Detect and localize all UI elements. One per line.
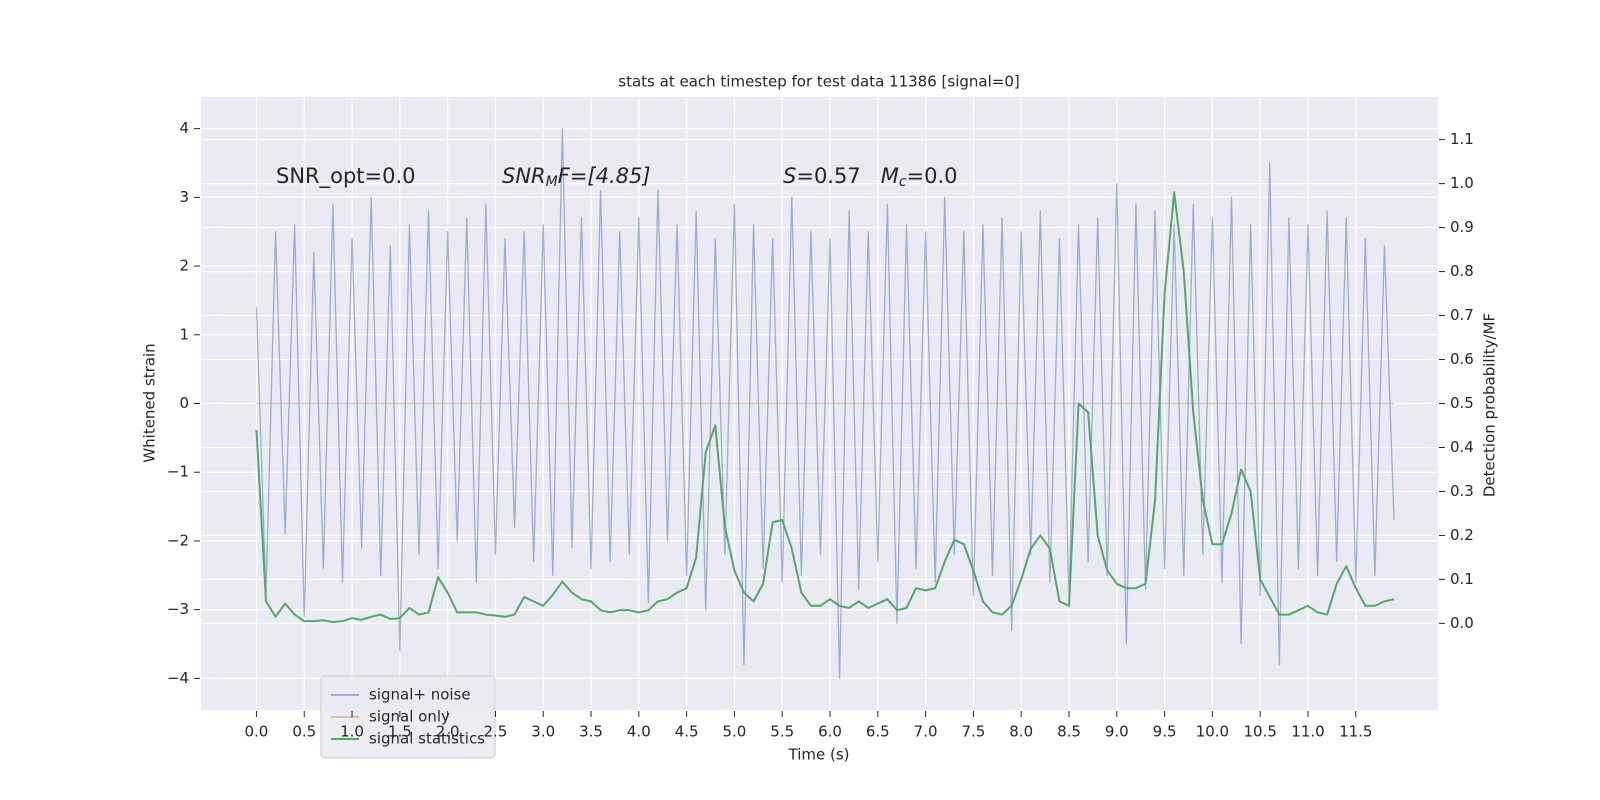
x-tick-label: 6.0 <box>818 723 842 741</box>
y-tick-label: −3 <box>167 600 189 618</box>
series-line <box>255 127 1395 680</box>
x-tick-label: 7.0 <box>914 723 938 741</box>
y2-tick-label: 0.9 <box>1450 218 1474 236</box>
annotation: SNRMF=[4.85] <box>502 164 651 190</box>
annotation: SNR_opt=0.0 <box>276 164 416 189</box>
y2-axis-label: Detection probability/MF <box>1481 313 1499 497</box>
x-tick-label: 1.5 <box>388 723 412 741</box>
y-tick-label: 0 <box>179 394 189 412</box>
annotation-text: SNR <box>502 164 546 188</box>
x-tick-label: 0.5 <box>292 723 316 741</box>
series-line <box>255 191 1395 624</box>
x-tick-label: 11.5 <box>1339 723 1372 741</box>
y-tick-label: 2 <box>179 257 189 275</box>
x-tick-label: 11.0 <box>1291 723 1324 741</box>
annotation-text: =0.57 <box>796 164 860 188</box>
x-tick-label: 5.0 <box>722 723 746 741</box>
x-tick-label: 8.0 <box>1009 723 1033 741</box>
annotation-text: SNR_opt=0.0 <box>276 164 416 189</box>
x-tick-label: 6.5 <box>866 723 890 741</box>
x-tick-label: 3.0 <box>531 723 555 741</box>
x-axis-label: Time (s) <box>788 746 850 764</box>
x-tick-label: 2.0 <box>436 723 460 741</box>
y2-tick-label: 0.3 <box>1450 482 1474 500</box>
y2-tick-label: 0.4 <box>1450 438 1474 456</box>
y-tick-label: 3 <box>179 188 189 206</box>
x-tick-label: 1.0 <box>340 723 364 741</box>
annotation-text: =0.0 <box>907 164 958 188</box>
annotation-text: F=[4.85] <box>558 164 651 188</box>
x-tick-label: 3.5 <box>579 723 603 741</box>
x-tick-label: 4.5 <box>675 723 699 741</box>
y2-tick-label: 0.5 <box>1450 394 1474 412</box>
y2-tick-label: 0.8 <box>1450 262 1474 280</box>
x-tick-label: 7.5 <box>961 723 985 741</box>
y-tick-label: 4 <box>179 119 189 137</box>
y2-tick-label: 0.2 <box>1450 526 1474 544</box>
annotation-text: M <box>546 174 558 190</box>
y2-tick-label: 0.1 <box>1450 570 1474 588</box>
y-tick-label: 1 <box>179 325 189 343</box>
legend-label: signal only <box>369 708 450 726</box>
y-tick-label: −1 <box>167 463 189 481</box>
x-tick-label: 9.0 <box>1105 723 1129 741</box>
legend-label: signal statistics <box>369 730 485 748</box>
legend: signal+ noise signal only signal statistic… <box>320 675 496 759</box>
y2-tick-label: 0.0 <box>1450 614 1474 632</box>
chart-title: stats at each timestep for test data 113… <box>618 73 1019 91</box>
y2-tick-label: 0.6 <box>1450 350 1474 368</box>
x-tick-label: 5.5 <box>770 723 794 741</box>
y-tick-label: −2 <box>167 531 189 549</box>
y2-tick-label: 1.1 <box>1450 130 1474 148</box>
y-tick-label: −4 <box>167 669 189 687</box>
marks <box>255 127 1395 680</box>
annotation-text: c <box>899 174 907 190</box>
x-tick-label: 9.5 <box>1153 723 1177 741</box>
x-tick-label: 10.0 <box>1196 723 1229 741</box>
annotation: S=0.57 Mc=0.0 <box>783 164 958 190</box>
y2-tick-label: 1.0 <box>1450 174 1474 192</box>
x-tick-label: 8.5 <box>1057 723 1081 741</box>
annotation-text: S <box>783 164 796 188</box>
x-tick-label: 10.5 <box>1243 723 1276 741</box>
legend-label: signal+ noise <box>369 686 471 704</box>
y-axis-label: Whitened strain <box>141 343 159 462</box>
y2-tick-label: 0.7 <box>1450 306 1474 324</box>
x-tick-label: 2.5 <box>484 723 508 741</box>
annotation-text: M <box>881 164 899 188</box>
x-tick-label: 4.0 <box>627 723 651 741</box>
x-tick-label: 0.0 <box>245 723 269 741</box>
